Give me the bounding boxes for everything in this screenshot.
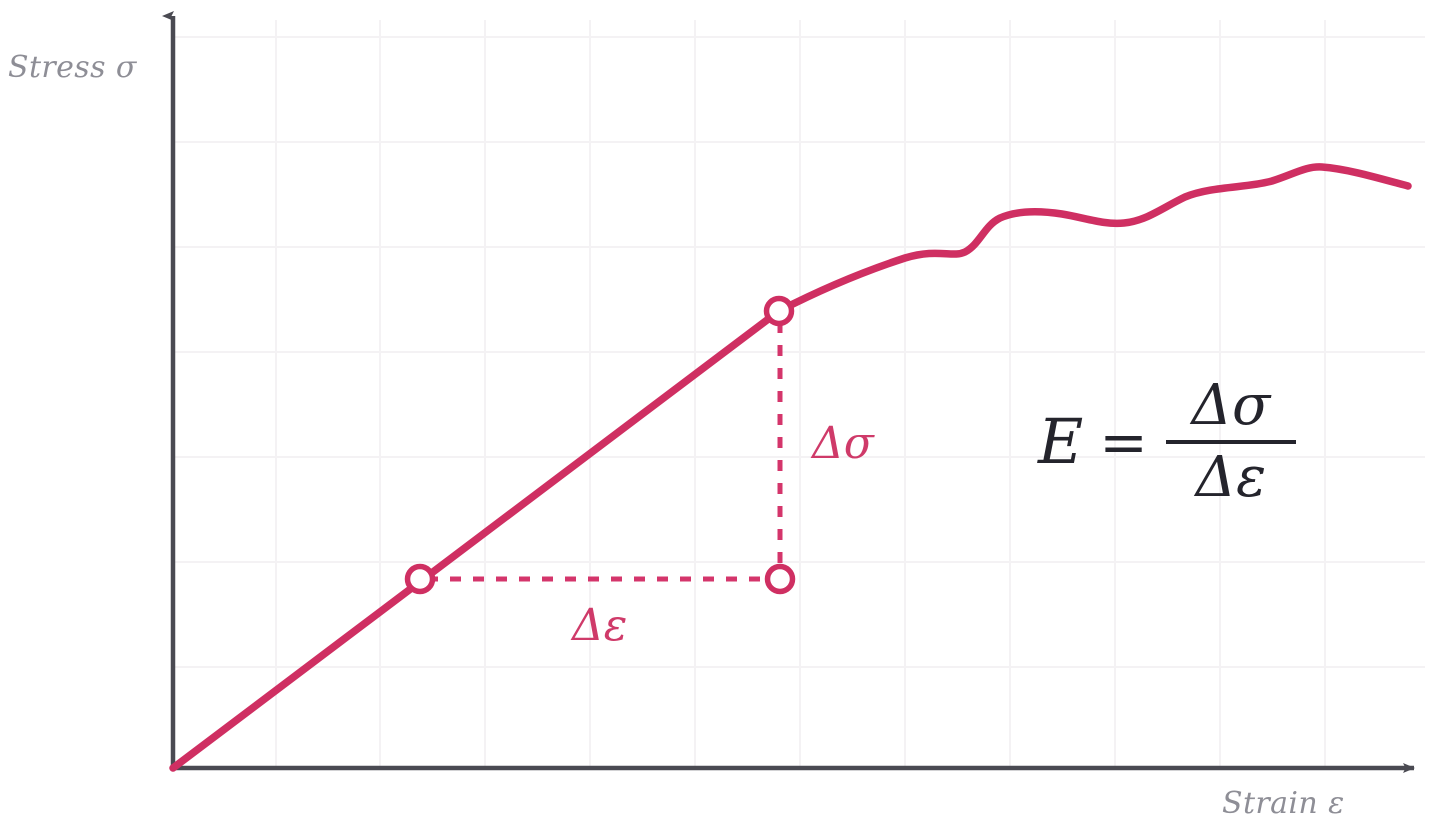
formula-equals-sign: = <box>1099 408 1148 476</box>
formula-denominator: Δε <box>1195 445 1267 510</box>
formula-fraction-bar <box>1165 440 1296 444</box>
formula-fraction: Δσ Δε <box>1165 373 1296 510</box>
grid-horizontal-lines <box>173 36 1425 668</box>
grid-vertical-lines <box>275 20 1326 768</box>
youngs-modulus-formula: E = Δσ Δε <box>1038 378 1296 506</box>
elastic-point-upper-marker <box>763 295 795 327</box>
formula-numerator: Δσ <box>1191 373 1271 438</box>
triangle-corner-marker <box>764 563 796 595</box>
x-axis-label: Strain ε <box>1222 786 1345 821</box>
y-axis-label: Stress σ <box>8 50 137 85</box>
delta-sigma-label: Δσ <box>812 418 874 469</box>
delta-epsilon-label: Δε <box>572 600 628 651</box>
formula-symbol-E: E <box>1038 405 1084 478</box>
stress-strain-curve <box>169 163 1412 772</box>
elastic-point-lower-marker <box>404 563 436 595</box>
